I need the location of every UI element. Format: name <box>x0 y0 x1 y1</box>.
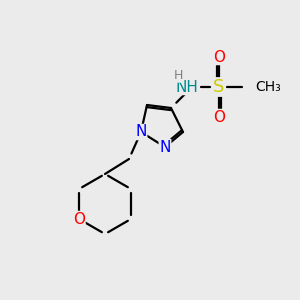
Text: N: N <box>135 124 147 140</box>
Text: CH₃: CH₃ <box>255 80 281 94</box>
Text: O: O <box>213 110 225 124</box>
Text: NH: NH <box>175 80 198 94</box>
Text: S: S <box>213 78 225 96</box>
Text: O: O <box>213 50 225 64</box>
Text: H: H <box>174 69 183 82</box>
Text: N: N <box>159 140 171 154</box>
Text: O: O <box>73 212 85 226</box>
